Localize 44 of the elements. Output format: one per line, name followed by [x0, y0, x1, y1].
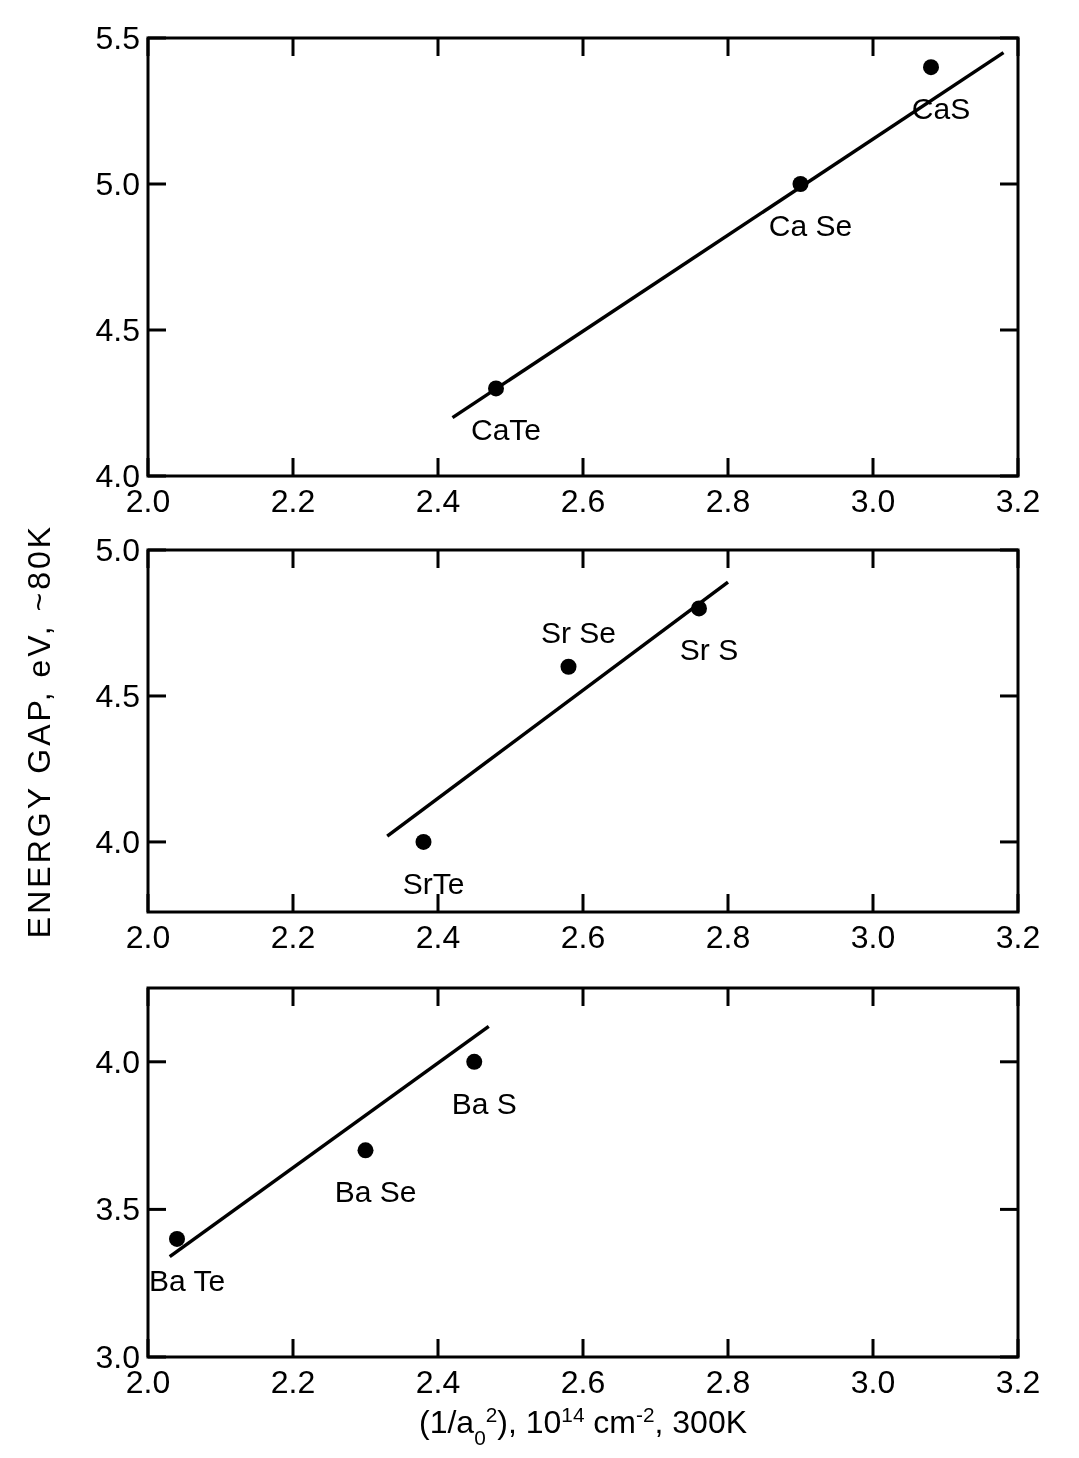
annotation: CaS	[911, 92, 971, 126]
point	[357, 1142, 374, 1159]
x-tick-label: 2.4	[415, 919, 461, 955]
y-tick-label: 4.5	[95, 677, 140, 714]
x-tick-label: 2.6	[560, 483, 606, 519]
annotation: Sr S	[679, 633, 739, 667]
x-tick-label: 3.2	[995, 919, 1041, 955]
y-axis-title: ENERGY GAP, eV, ~80K	[21, 523, 57, 939]
point	[560, 658, 577, 675]
annotation: Sr Se	[540, 615, 617, 649]
x-tick-label: 2.8	[705, 483, 751, 519]
x-tick-label: 2.2	[270, 1364, 316, 1400]
x-tick-label: 2.4	[415, 483, 461, 519]
y-tick-label: 5.0	[95, 166, 140, 202]
x-tick-label: 3.2	[995, 483, 1041, 519]
x-tick-label: 3.2	[995, 1364, 1041, 1400]
x-tick-label: 2.6	[560, 1364, 606, 1400]
annotation: Ca Se	[768, 209, 853, 242]
annotation: Ba Se	[334, 1175, 417, 1209]
y-tick-label: 3.5	[95, 1191, 140, 1228]
x-tick-label: 2.0	[125, 919, 171, 955]
x-tick-label: 2.2	[270, 919, 316, 955]
x-tick-label: 3.0	[850, 483, 896, 519]
y-tick-label: 5.0	[95, 532, 140, 568]
annotation: Ba Te	[148, 1263, 226, 1297]
x-tick-label: 2.4	[415, 1364, 461, 1400]
annotation: SrTe	[402, 866, 465, 900]
annotation: CaTe	[470, 413, 542, 447]
point	[923, 59, 939, 76]
y-tick-label: 4.0	[95, 1043, 140, 1080]
point	[466, 1053, 483, 1070]
y-tick-label: 4.5	[95, 312, 140, 348]
x-tick-label: 2.8	[705, 919, 751, 955]
x-tick-label: 2.6	[560, 919, 606, 955]
x-tick-label: 3.0	[850, 1364, 896, 1400]
y-tick-label: 4.0	[95, 823, 140, 860]
y-tick-label: 5.5	[95, 20, 140, 56]
point	[169, 1230, 185, 1247]
point	[415, 833, 432, 850]
x-tick-label: 2.8	[705, 1364, 751, 1400]
x-tick-label: 2.2	[270, 483, 316, 519]
x-axis-title: (1/a$_{0}$$^{2}$), 10$^{14}$ cm$^{-2}$, 300K	[418, 1402, 748, 1449]
x-tick-label: 3.0	[850, 919, 896, 955]
annotation: Ba S	[451, 1086, 517, 1120]
